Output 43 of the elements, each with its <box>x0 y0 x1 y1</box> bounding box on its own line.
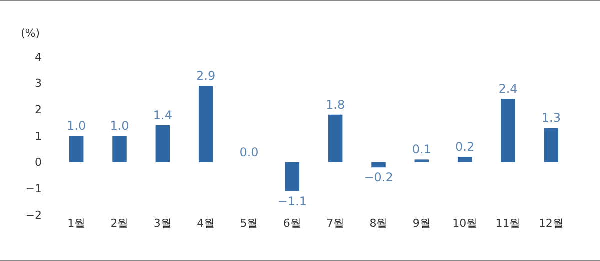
y-tick-label: 3 <box>35 77 42 90</box>
x-tick-label: 6월 <box>283 217 302 230</box>
bar <box>69 136 84 162</box>
x-tick-label: 12월 <box>538 217 564 230</box>
x-tick-label: 4월 <box>197 217 216 230</box>
bar <box>544 128 559 162</box>
y-tick-label: 1 <box>35 130 42 143</box>
data-label: 1.0 <box>67 119 86 133</box>
bar <box>414 160 430 162</box>
x-tick-label: 3월 <box>154 217 172 230</box>
data-label: 0.1 <box>412 142 432 157</box>
bar <box>501 99 516 162</box>
bar <box>328 114 343 162</box>
data-label: −1.1 <box>278 194 307 208</box>
x-tick-label: 11월 <box>496 217 521 230</box>
data-label: 1.3 <box>542 111 561 126</box>
bar <box>372 162 386 168</box>
x-tick-label: 5월 <box>240 217 258 230</box>
bar <box>198 86 214 162</box>
bar <box>458 157 472 162</box>
data-label: 1.4 <box>153 108 172 122</box>
x-tick-label: 1월 <box>68 217 86 230</box>
x-tick-label: 10월 <box>452 217 478 230</box>
bar <box>156 125 170 162</box>
data-label: 2.4 <box>498 82 518 96</box>
bar <box>285 162 300 192</box>
data-label: −0.2 <box>364 170 394 185</box>
y-axis-title: (%) <box>21 27 40 40</box>
data-label: 2.9 <box>196 68 216 83</box>
data-label: 1.0 <box>110 119 130 133</box>
y-tick-label: −2 <box>26 208 42 222</box>
x-tick-label: 2월 <box>110 217 129 230</box>
y-tick-label: −1 <box>26 182 42 196</box>
x-tick-label: 8월 <box>370 217 388 230</box>
y-tick-label: 2 <box>35 104 42 117</box>
x-tick-label: 9월 <box>412 217 431 230</box>
data-label: 0.0 <box>240 145 259 160</box>
data-label: 0.2 <box>456 140 475 154</box>
y-tick-label: 4 <box>35 50 42 64</box>
data-label: 1.8 <box>326 98 346 112</box>
x-tick-label: 7월 <box>326 217 345 230</box>
y-tick-label: 0 <box>35 156 42 170</box>
bar <box>112 136 127 162</box>
